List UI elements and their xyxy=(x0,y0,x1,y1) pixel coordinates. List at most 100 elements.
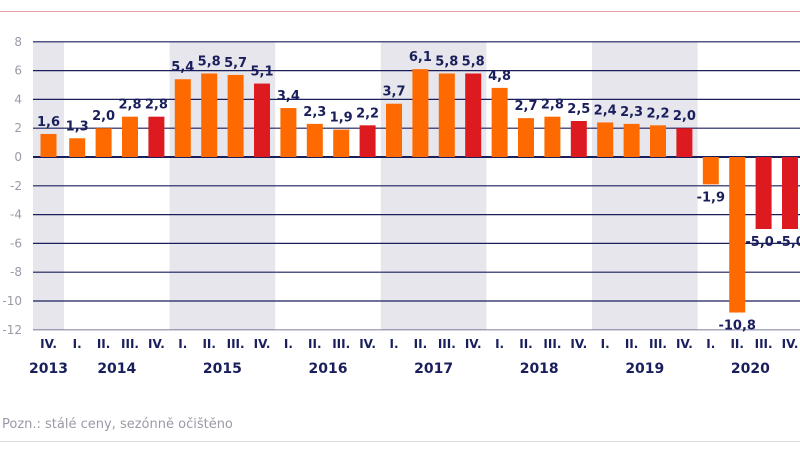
y-tick-label: -8 xyxy=(10,265,22,279)
year-label: 2016 xyxy=(309,361,348,377)
y-tick-label: -6 xyxy=(10,236,22,250)
bar xyxy=(438,73,455,157)
bar xyxy=(280,108,297,157)
bar xyxy=(518,118,534,157)
data-label: 2,5 xyxy=(567,102,590,117)
bar xyxy=(676,128,693,157)
y-tick-label: 8 xyxy=(14,35,22,49)
data-label: 2,2 xyxy=(356,106,379,121)
data-label: -1,9 xyxy=(697,190,725,205)
y-tick-label: -12 xyxy=(2,323,22,337)
year-label: 2017 xyxy=(414,361,453,377)
data-label: 2,8 xyxy=(145,98,168,113)
quarter-label: I. xyxy=(178,337,187,351)
quarter-label: IV. xyxy=(676,337,693,351)
data-label: 5,4 xyxy=(171,60,194,75)
bar xyxy=(570,121,587,157)
bar xyxy=(412,69,429,157)
bar xyxy=(333,129,350,157)
quarter-label: IV. xyxy=(465,337,482,351)
data-label: 2,8 xyxy=(541,98,564,113)
bar xyxy=(702,157,719,185)
data-label: 1,6 xyxy=(37,115,60,130)
quarter-label: II. xyxy=(730,337,744,351)
quarter-label: II. xyxy=(625,337,639,351)
bar xyxy=(491,87,508,157)
bar xyxy=(359,125,376,157)
quarter-label: I. xyxy=(706,337,715,351)
quarter-label: IV. xyxy=(570,337,587,351)
bar xyxy=(755,157,772,229)
bar xyxy=(782,157,798,229)
top-divider xyxy=(0,11,800,12)
quarter-label: I. xyxy=(73,337,82,351)
data-label: 1,9 xyxy=(330,111,353,126)
y-tick-label: 4 xyxy=(14,92,22,106)
quarter-label: I. xyxy=(284,337,293,351)
quarter-label: IV. xyxy=(782,337,799,351)
bar xyxy=(386,103,402,157)
quarter-label: II. xyxy=(202,337,216,351)
year-label: 2020 xyxy=(731,361,770,377)
quarter-label: II. xyxy=(519,337,533,351)
quarter-label: I. xyxy=(495,337,504,351)
data-label: 2,2 xyxy=(646,106,669,121)
quarter-label: III. xyxy=(438,337,456,351)
data-label: 2,7 xyxy=(514,99,537,114)
data-label: 2,3 xyxy=(620,105,643,120)
y-tick-label: -10 xyxy=(2,294,22,308)
y-tick-label: 0 xyxy=(14,150,22,164)
data-label: -10,8 xyxy=(718,319,755,334)
data-label: 2,0 xyxy=(92,109,115,124)
bar xyxy=(306,123,323,157)
quarter-label: I. xyxy=(601,337,610,351)
chart-note: Pozn.: stálé ceny, sezónně očištěno xyxy=(2,417,233,432)
data-label: 2,8 xyxy=(118,98,141,113)
data-label: 2,0 xyxy=(673,109,696,124)
quarter-label: II. xyxy=(97,337,111,351)
bottom-divider xyxy=(0,441,800,442)
y-tick-label: 6 xyxy=(14,64,22,78)
data-label: 5,8 xyxy=(435,54,458,69)
quarter-label: IV. xyxy=(359,337,376,351)
bar xyxy=(174,79,191,157)
quarter-label: I. xyxy=(389,337,398,351)
quarter-label: IV. xyxy=(148,337,165,351)
data-label: 2,3 xyxy=(303,105,326,120)
data-label: 5,7 xyxy=(224,56,247,71)
bar xyxy=(95,128,112,157)
bar xyxy=(148,116,165,157)
data-label: 4,8 xyxy=(488,69,511,84)
bar xyxy=(650,125,666,157)
bar xyxy=(40,133,57,157)
data-label: 5,8 xyxy=(462,54,485,69)
bar xyxy=(122,116,138,157)
quarter-label: III. xyxy=(755,337,773,351)
data-label: -5,0* xyxy=(776,235,800,250)
bar xyxy=(623,123,640,157)
bar xyxy=(201,73,218,157)
quarter-label: III. xyxy=(121,337,139,351)
quarter-label: II. xyxy=(414,337,428,351)
data-label: 3,4 xyxy=(277,89,300,104)
bar xyxy=(227,74,244,157)
gdp-bar-chart: 8 6 4 2 0 -2 -4 -6 -8 -10 -12 1,6 IV. 1,3 I. 2,0 II. 2,8 I… xyxy=(2,35,800,377)
quarter-label: III. xyxy=(543,337,561,351)
y-tick-label: -2 xyxy=(10,179,22,193)
quarter-label: IV. xyxy=(254,337,271,351)
quarter-label: III. xyxy=(227,337,245,351)
data-label: 2,4 xyxy=(594,103,617,118)
quarter-label: II. xyxy=(308,337,322,351)
year-label: 2014 xyxy=(97,361,136,377)
data-label: 3,7 xyxy=(382,85,405,100)
bar xyxy=(729,157,746,313)
data-label: 6,1 xyxy=(409,50,432,65)
y-tick-label: -4 xyxy=(10,208,22,222)
quarter-label: IV. xyxy=(40,337,57,351)
data-label: 5,1 xyxy=(250,65,273,80)
year-label: 2018 xyxy=(520,361,559,377)
bar xyxy=(465,73,482,157)
y-tick-label: 2 xyxy=(14,121,22,135)
year-label: 2015 xyxy=(203,361,242,377)
quarter-label: III. xyxy=(649,337,667,351)
